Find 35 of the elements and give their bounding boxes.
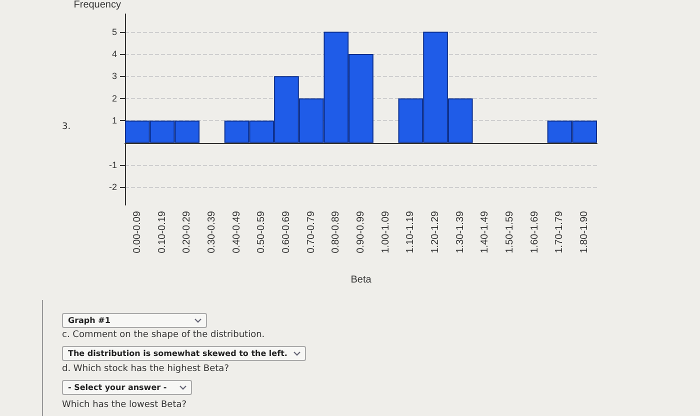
y-tick-label: -1 [108,160,117,170]
x-tick-label: 0.80-0.89 [330,210,342,254]
x-tick-label: 0.90-0.99 [356,210,366,254]
text: Which has the lowest Beta? [62,400,187,410]
x-tick-label: 1.50-1.59 [504,210,516,254]
x-tick-label: 1.20-1.29 [430,210,442,254]
text: - Select your answer - [68,383,167,392]
x-tick-label: 1.60-1.69 [529,210,540,254]
x-tick-label: 0.40-0.49 [231,210,242,254]
x-tick-label: 1.40-1.49 [480,210,491,254]
text: Graph #1 [68,316,110,325]
y-tick-label: 3 [112,71,117,82]
x-tick-label: 0.30-0.39 [206,210,218,254]
x-tick-label: 0.00-0.09 [132,210,143,254]
x-tick-label: 0.20-0.29 [182,210,193,254]
y-tick-label: -2 [108,182,117,192]
y-tick-label: 1 [112,116,117,126]
x-tick-label: 0.60-0.69 [280,210,292,254]
y-tick-label: 2 [112,93,117,104]
text: 3. [62,122,71,132]
x-tick-label: 1.80-1.90 [579,210,590,254]
x-tick-label: 1.30-1.39 [454,210,466,254]
y-axis-title: Frequency [74,0,121,10]
x-tick-label: 1.00-1.09 [380,210,392,254]
x-tick-label: 0.70-0.79 [306,210,317,254]
x-tick-label: 0.50-0.59 [256,210,268,254]
x-tick-label: 1.70-1.79 [554,210,566,254]
text: The distribution is somewhat skewed to the left. [68,349,288,358]
x-tick-label: 1.10-1.19 [405,210,416,254]
y-tick-label: 4 [112,48,117,59]
text: d. Which stock has the highest Beta? [62,364,229,374]
x-tick-label: 0.10-0.19 [156,210,168,254]
y-tick-label: 5 [112,26,117,37]
x-axis-title: Beta [350,274,372,286]
text: c. Comment on the shape of the distribution. [62,330,265,340]
